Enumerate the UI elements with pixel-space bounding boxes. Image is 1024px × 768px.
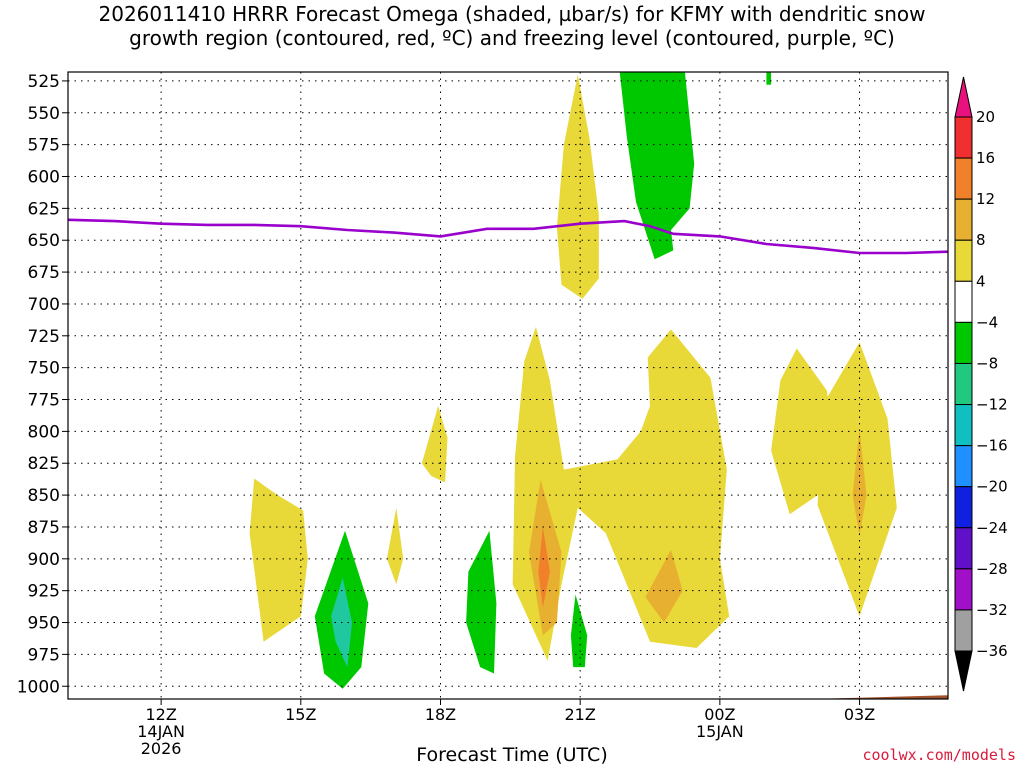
colorbar-bin-9 — [954, 486, 973, 529]
y-tick-label-650: 650 — [28, 231, 60, 251]
chart-title: 2026011410 HRRR Forecast Omega (shaded, … — [0, 2, 1024, 50]
y-axis-ticks: 525 550 575 600 625 650 675 700 725 750 775 800 825 8… — [17, 72, 68, 697]
omega-region-8 — [645, 549, 683, 623]
y-tick-label-575: 575 — [28, 136, 60, 156]
y-tick-label-825: 825 — [28, 454, 60, 474]
x-axis-label: Forecast Time (UTC) — [416, 744, 608, 766]
y-tick-label-700: 700 — [28, 295, 60, 315]
omega-region-14 — [619, 72, 695, 260]
colorbar-bin-2 — [954, 198, 973, 241]
colorbar-label-4: 4 — [976, 272, 986, 290]
colorbar-bin-11 — [954, 568, 973, 611]
colorbar-bin-6 — [954, 362, 973, 406]
y-tick-label-600: 600 — [28, 168, 60, 188]
x-tick-label-21-0: 21Z — [565, 705, 596, 724]
colorbar-bin-3 — [954, 239, 973, 282]
colorbar-label-7: −12 — [976, 396, 1008, 414]
x-tick-label-27-0: 03Z — [844, 705, 875, 724]
title-line-2: growth region (contoured, red, ºC) and f… — [129, 26, 895, 50]
colorbar-label-5: −4 — [976, 313, 998, 331]
colorbar-bin-4 — [954, 280, 973, 323]
colorbar-bin-8 — [954, 445, 973, 488]
y-tick-label-900: 900 — [28, 550, 60, 570]
colorbar-bin-0 — [954, 116, 973, 159]
omega-region-13 — [570, 594, 588, 668]
x-tick-label-12-0: 12Z — [145, 705, 176, 724]
y-tick-label-525: 525 — [28, 72, 60, 92]
colorbar-bin-12 — [954, 609, 973, 652]
colorbar-label-12: −32 — [976, 601, 1008, 619]
y-tick-label-725: 725 — [28, 327, 60, 347]
y-tick-label-850: 850 — [28, 486, 60, 506]
y-tick-label-975: 975 — [28, 645, 60, 665]
x-tick-label-18-0: 18Z — [425, 705, 456, 724]
x-tick-label-12-1: 14JAN — [137, 722, 185, 741]
colorbar-label-6: −8 — [976, 354, 998, 372]
omega-region-1 — [421, 405, 448, 483]
gridlines — [68, 72, 948, 699]
x-tick-label-24-1: 15JAN — [696, 722, 744, 741]
omega-shaded-regions — [249, 72, 897, 689]
y-tick-label-1000: 1000 — [17, 677, 60, 697]
omega-region-3 — [556, 74, 599, 299]
plot-frame — [67, 71, 949, 700]
title-line-1: 2026011410 HRRR Forecast Omega (shaded, … — [98, 2, 926, 26]
y-tick-label-950: 950 — [28, 614, 60, 634]
y-tick-label-875: 875 — [28, 518, 60, 538]
y-tick-label-750: 750 — [28, 359, 60, 379]
y-tick-label-800: 800 — [28, 422, 60, 442]
colorbar-label-3: 8 — [976, 231, 986, 249]
colorbar-label-9: −20 — [976, 478, 1008, 496]
colorbar-top-arrow — [954, 76, 973, 118]
colorbar-label-13: −36 — [976, 642, 1008, 660]
x-tick-label-12-2: 2026 — [141, 739, 182, 758]
y-tick-label-625: 625 — [28, 199, 60, 219]
y-tick-label-775: 775 — [28, 391, 60, 411]
colorbar-label-11: −28 — [976, 560, 1008, 578]
x-tick-label-15-0: 15Z — [285, 705, 316, 724]
colorbar-label-1: 16 — [976, 149, 995, 167]
colorbar-bin-10 — [954, 527, 973, 570]
colorbar: 20 16 12 8 4 −4 −8 −12 −16 −20 −24 −28 −32 −36 — [954, 76, 1008, 692]
colorbar-bin-1 — [954, 157, 973, 200]
y-tick-label-925: 925 — [28, 582, 60, 602]
omega-region-12 — [466, 530, 497, 674]
colorbar-label-2: 12 — [976, 190, 995, 208]
y-tick-label-550: 550 — [28, 104, 60, 124]
colorbar-label-0: 20 — [976, 108, 995, 126]
freezing-level-line — [67, 218, 949, 255]
colorbar-bin-5 — [954, 321, 973, 364]
credit-text: coolwx.com/models — [862, 746, 1016, 764]
omega-region-15 — [766, 72, 772, 85]
omega-region-10 — [538, 527, 550, 608]
colorbar-label-8: −16 — [976, 437, 1008, 455]
colorbar-bin-7 — [954, 404, 973, 447]
omega-region-0 — [249, 478, 308, 642]
x-tick-label-24-0: 00Z — [704, 705, 735, 724]
colorbar-bottom-arrow — [954, 650, 973, 692]
y-tick-label-675: 675 — [28, 263, 60, 283]
colorbar-label-10: −24 — [976, 519, 1008, 537]
omega-region-2 — [386, 507, 404, 585]
